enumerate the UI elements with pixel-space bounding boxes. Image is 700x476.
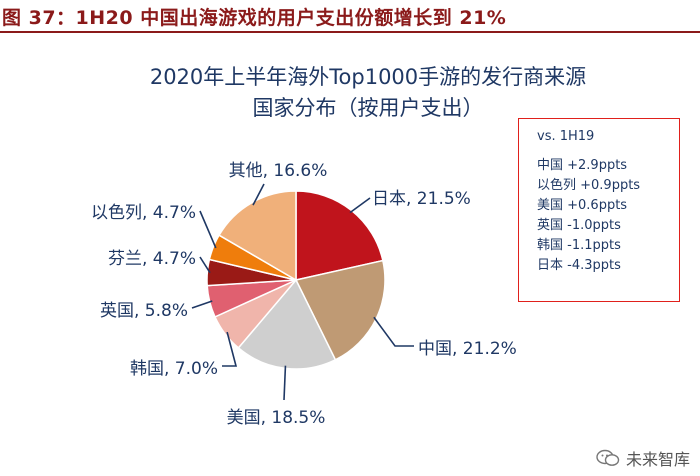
leader-line	[283, 365, 287, 401]
change-vs-1h19-box: vs. 1H19 中国 +2.9ppts 以色列 +0.9ppts 美国 +0.…	[518, 118, 680, 302]
legend-item: 中国 +2.9ppts	[537, 158, 628, 173]
wechat-icon	[596, 449, 620, 466]
leader-line	[252, 183, 265, 206]
leader-line	[199, 210, 217, 249]
slice-label: 芬兰, 4.7%	[108, 249, 196, 269]
slice-label: 美国, 18.5%	[227, 408, 326, 428]
legend-item: 韩国 -1.1ppts	[537, 238, 621, 253]
figure-title-rule	[0, 31, 700, 33]
slice-labels: 日本, 21.5% 中国, 21.2% 美国, 18.5% 韩国, 7.0% 英国, 5…	[91, 161, 517, 428]
leader-lines	[191, 183, 414, 401]
legend-item: 以色列 +0.9ppts	[537, 178, 641, 193]
leader-line	[349, 197, 371, 214]
slice-label: 日本, 21.5%	[372, 189, 471, 209]
leader-line	[199, 256, 211, 274]
chart-title-line-2: 国家分布（按用户支出）	[253, 96, 484, 120]
slice-label: 英国, 5.8%	[100, 301, 188, 321]
legend-item: 美国 +0.6ppts	[537, 198, 628, 213]
leader-line	[373, 316, 414, 347]
leader-line	[191, 300, 213, 309]
leader-line	[222, 331, 238, 367]
chart-title-line-1: 2020年上半年海外Top1000手游的发行商来源	[150, 65, 586, 89]
slice-label: 韩国, 7.0%	[130, 359, 218, 379]
pie-slices	[206, 190, 386, 370]
legend-item: 英国 -1.0ppts	[537, 218, 621, 233]
slice-label: 以色列, 4.7%	[91, 203, 196, 223]
figure-title: 图 37：1H20 中国出海游戏的用户支出份额增长到 21%	[2, 7, 507, 29]
legend-heading: vs. 1H19	[537, 129, 595, 144]
slice-label: 中国, 21.2%	[418, 339, 517, 359]
watermark-text: 未来智库	[625, 450, 690, 469]
legend-item: 日本 -4.3ppts	[537, 258, 621, 273]
watermark: 未来智库	[596, 446, 690, 470]
pie-slice	[294, 259, 386, 361]
figure-header: 图 37：1H20 中国出海游戏的用户支出份额增长到 21%	[0, 0, 700, 33]
pie-slice	[218, 190, 297, 282]
slice-label: 其他, 16.6%	[229, 161, 328, 181]
